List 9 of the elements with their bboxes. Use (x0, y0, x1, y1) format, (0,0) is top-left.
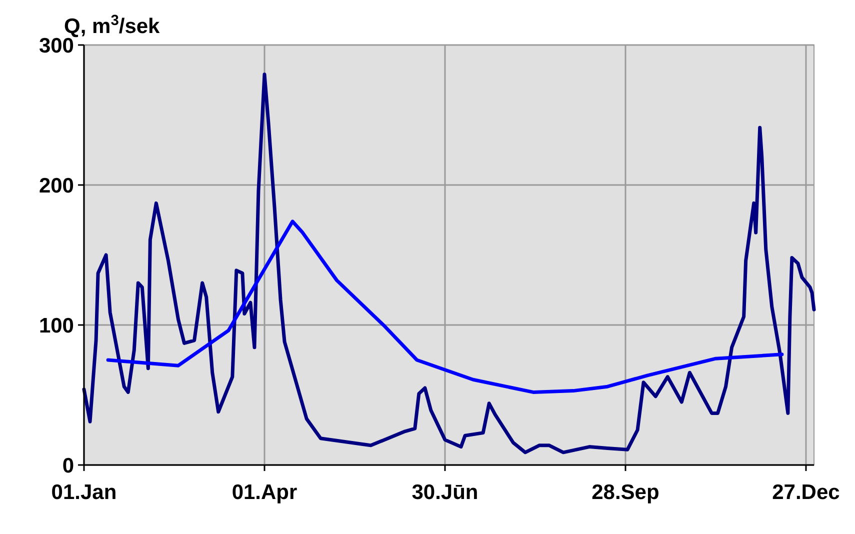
x-tick-label: 30.Jūn (412, 481, 478, 504)
x-tick-label: 27.Dec (772, 481, 840, 504)
y-tick-label: 0 (62, 454, 74, 478)
y-tick-label: 100 (38, 314, 74, 338)
x-tick-label: 01.Jan (51, 481, 117, 504)
y-axis-title: Q, m$^{3}$/sek (64, 13, 160, 38)
x-tick-label: 28.Sep (592, 481, 660, 504)
y-tick-label: 200 (38, 174, 74, 198)
x-tick-label: 01.Apr (232, 481, 298, 504)
